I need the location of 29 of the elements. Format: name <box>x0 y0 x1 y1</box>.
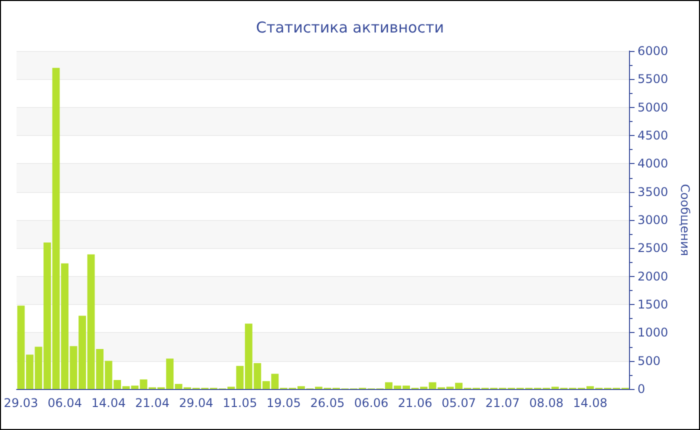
x-tick-label: 29.03 <box>4 396 38 410</box>
x-tick-label: 21.04 <box>135 396 170 410</box>
x-tick-label: 26.05 <box>310 396 345 410</box>
y-tick-label: 2000 <box>638 269 668 284</box>
x-tick-label: 05.07 <box>442 396 476 410</box>
chart-title: Статистика активности <box>256 18 444 36</box>
x-tick-label: 11.05 <box>222 396 258 410</box>
y-tick-label: 0 <box>638 382 646 396</box>
x-tick-label: 14.08 <box>572 396 608 410</box>
x-tick-label: 21.06 <box>398 396 432 410</box>
y-tick-label: 4500 <box>638 128 668 142</box>
x-tick-label: 29.04 <box>178 396 214 410</box>
x-tick-label: 06.06 <box>354 396 388 410</box>
x-tick-label: 14.04 <box>91 396 126 410</box>
y-tick-label: 3500 <box>638 184 668 199</box>
y-tick-label: 5500 <box>638 72 668 86</box>
y-tick-label: 6000 <box>638 44 668 58</box>
x-tick-label: 06.04 <box>48 396 82 410</box>
y-tick-label: 1000 <box>638 326 668 340</box>
x-tick-label: 19.05 <box>266 396 301 410</box>
y-tick-label: 4000 <box>638 156 668 171</box>
y-tick-label: 3000 <box>638 213 668 227</box>
y-tick-label: 2500 <box>638 241 668 256</box>
x-tick-label: 21.07 <box>485 396 520 410</box>
y-axis-title: Сообщения <box>678 184 692 256</box>
y-tick-label: 5000 <box>638 100 668 114</box>
y-tick-label: 1500 <box>638 298 668 312</box>
x-tick-label: 08.08 <box>529 396 564 410</box>
y-tick-label: 500 <box>638 354 660 368</box>
